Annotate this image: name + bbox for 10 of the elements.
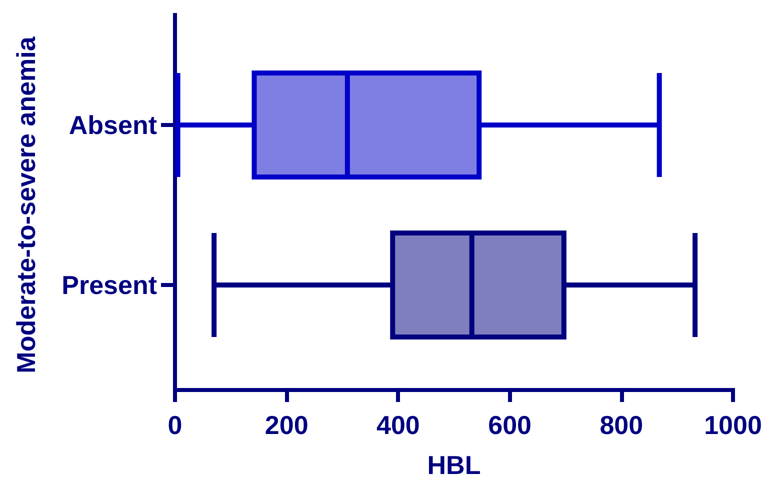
- y-axis-title: Moderate-to-severe anemia: [11, 36, 41, 374]
- x-tick-label: 200: [264, 410, 308, 440]
- x-axis-title: HBL: [427, 450, 481, 480]
- x-tick-label: 0: [168, 410, 182, 440]
- x-tick-label: 1000: [704, 410, 762, 440]
- y-tick-label: Absent: [68, 110, 158, 140]
- x-tick-label: 800: [600, 410, 644, 440]
- x-tick-label: 600: [488, 410, 532, 440]
- x-tick-label: 400: [376, 410, 420, 440]
- y-tick-label: Present: [62, 270, 158, 300]
